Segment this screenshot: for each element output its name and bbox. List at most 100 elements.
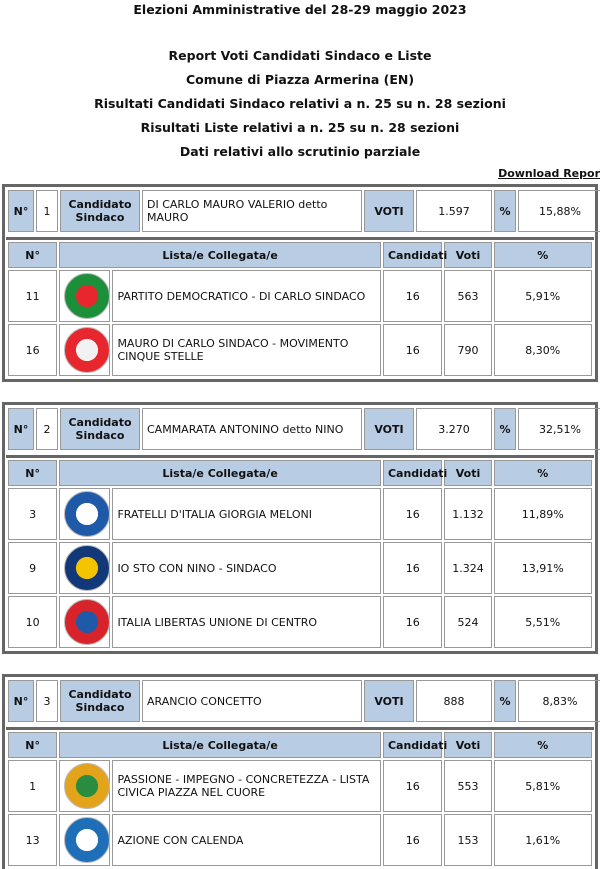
candidate-block: N° 2 Candidato Sindaco CAMMARATA ANTONINO d… [2,402,600,654]
list-header-cell: % [493,242,592,268]
list-header-cell: N° [8,242,58,268]
list-logo [64,545,111,591]
candidate-percent: 32,51% [518,408,600,450]
lists-table: N° Lista/e Collegata/e Candidati Voti% 11 PAR… [6,237,594,378]
list-votes: 790 [444,324,492,376]
candidate-name: ARANCIO CONCETTO [142,680,362,722]
list-logo-cell [59,542,111,594]
list-number: 3 [8,488,58,540]
candidate-label: Candidato Sindaco [60,680,140,722]
list-percent: 8,30% [493,324,592,376]
list-votes: 553 [444,760,492,812]
list-candidates: 16 [382,542,443,594]
list-logo-cell [59,324,111,376]
list-number: 9 [8,542,58,594]
list-row: 16 MAURO DI CARLO SINDACO - MOVIMENTO CIN… [8,324,592,376]
list-row: 1 PASSIONE - IMPEGNO - CONCRETEZZA - LIST… [8,760,592,812]
list-percent: 13,91% [493,542,592,594]
list-number: 16 [8,324,58,376]
list-logo [64,599,111,645]
list-number: 1 [8,760,58,812]
list-logo-cell [59,760,111,812]
percent-label: % [494,408,516,450]
list-name: ITALIA LIBERTAS UNIONE DI CENTRO [112,596,381,648]
lists-header: N° Lista/e Collegata/e Candidati Voti% [8,242,592,268]
list-name: MAURO DI CARLO SINDACO - MOVIMENTO CINQU… [112,324,381,376]
list-header-cell: Voti [444,732,492,758]
header-line: Comune di Piazza Armerina (EN) [185,72,415,87]
list-candidates: 16 [382,814,443,866]
candidate-table: N° 2 Candidato Sindaco CAMMARATA ANTONINO d… [6,406,600,452]
candidate-block: N° 3 Candidato Sindaco ARANCIO CONCETTO VOTI… [2,674,600,869]
candidate-row: N° 3 Candidato Sindaco ARANCIO CONCETTO VOTI… [8,680,600,722]
list-row: 13 AZIONE CON CALENDA 16 153 1,61% [8,814,592,866]
list-votes: 524 [444,596,492,648]
number-label: N° [8,408,34,450]
download-link[interactable]: Download Repor [498,167,600,180]
list-percent: 5,51% [493,596,592,648]
list-name: AZIONE CON CALENDA [112,814,381,866]
list-header-cell: Lista/e Collegata/e [59,732,381,758]
list-votes: 563 [444,270,492,322]
candidate-percent: 15,88% [518,190,600,232]
candidate-number: 3 [36,680,58,722]
list-header-cell: Candidati [382,460,447,486]
list-name: PASSIONE - IMPEGNO - CONCRETEZZA - LISTA… [112,760,381,812]
candidate-name: CAMMARATA ANTONINO detto NINO [142,408,362,450]
list-header-cell: % [493,732,592,758]
lists-table: N° Lista/e Collegata/e Candidati Voti% 3 FRAT… [6,455,594,650]
list-number: 13 [8,814,58,866]
candidate-number: 2 [36,408,58,450]
header-lines: Report Voti Candidati Sindaco e Liste Com… [0,44,600,164]
votes-label: VOTI [364,408,414,450]
candidate-name: DI CARLO MAURO VALERIO detto MAURO [142,190,362,232]
candidate-votes: 888 [416,680,492,722]
list-logo [64,491,111,537]
list-votes: 1.132 [444,488,492,540]
title: Elezioni Amministrative del 28-29 maggio… [133,2,467,17]
download-row: Download Repor [0,164,600,184]
list-percent: 5,81% [493,760,592,812]
list-row: 11 PARTITO DEMOCRATICO - DI CARLO SINDACO… [8,270,592,322]
candidate-row: N° 1 Candidato Sindaco DI CARLO MAURO VALER… [8,190,600,232]
list-logo-cell [59,270,111,322]
list-row: 10 ITALIA LIBERTAS UNIONE DI CENTRO 16 524 5… [8,596,592,648]
list-number: 11 [8,270,58,322]
number-label: N° [8,190,34,232]
list-logo [64,273,111,319]
candidate-label: Candidato Sindaco [60,408,140,450]
list-candidates: 16 [382,324,443,376]
list-header-cell: Lista/e Collegata/e [59,242,381,268]
header-line: Risultati Liste relativi a n. 25 su n. 2… [140,120,460,135]
list-logo [64,817,111,863]
list-logo-cell [59,488,111,540]
votes-label: VOTI [364,680,414,722]
list-percent: 11,89% [493,488,592,540]
list-candidates: 16 [382,760,443,812]
list-candidates: 16 [382,488,443,540]
list-header-cell: Lista/e Collegata/e [59,460,381,486]
list-candidates: 16 [382,596,443,648]
list-logo-cell [59,596,111,648]
list-votes: 153 [444,814,492,866]
list-row: 9 IO STO CON NINO - SINDACO 16 1.324 13,91% [8,542,592,594]
list-logo-cell [59,814,111,866]
lists-header: N° Lista/e Collegata/e Candidati Voti% [8,732,592,758]
candidate-row: N° 2 Candidato Sindaco CAMMARATA ANTONINO d… [8,408,600,450]
candidate-votes: 3.270 [416,408,492,450]
list-header-cell: Voti [444,242,492,268]
header-line: Report Voti Candidati Sindaco e Liste [168,48,432,63]
list-candidates: 16 [382,270,443,322]
list-name: FRATELLI D'ITALIA GIORGIA MELONI [112,488,381,540]
percent-label: % [494,190,516,232]
list-percent: 5,91% [493,270,592,322]
header-line: Dati relativi allo scrutinio parziale [179,144,421,159]
candidate-label: Candidato Sindaco [60,190,140,232]
lists-header: N° Lista/e Collegata/e Candidati Voti% [8,460,592,486]
candidate-block: N° 1 Candidato Sindaco DI CARLO MAURO VALER… [2,184,600,382]
number-label: N° [8,680,34,722]
percent-label: % [494,680,516,722]
list-name: IO STO CON NINO - SINDACO [112,542,381,594]
